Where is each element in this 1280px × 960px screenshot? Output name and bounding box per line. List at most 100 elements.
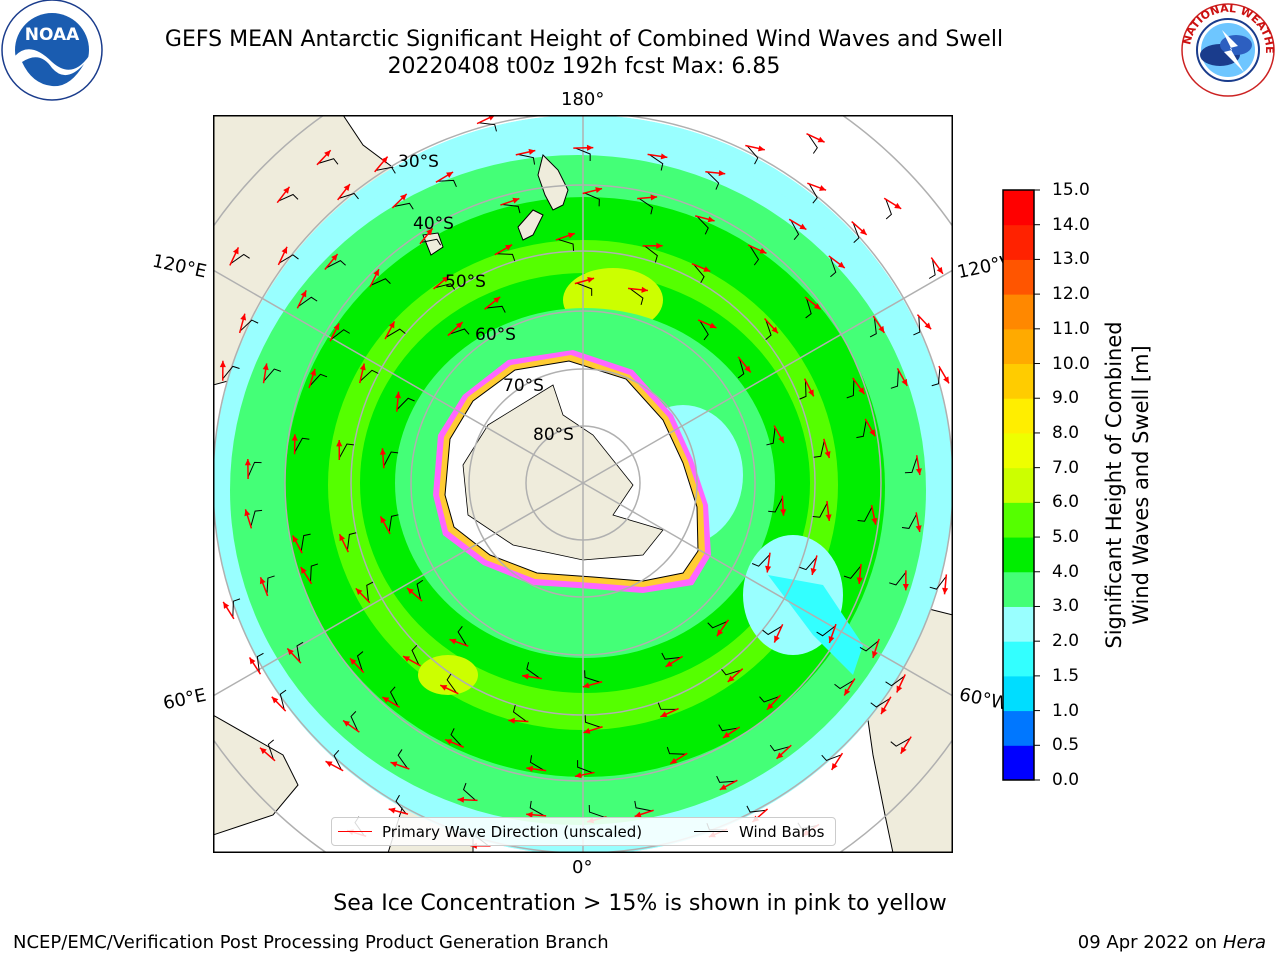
wave-arrow-head	[457, 796, 464, 803]
wind-barb	[325, 260, 346, 269]
wind-barb	[584, 670, 601, 683]
wind-barb	[375, 166, 396, 174]
wind-barb	[699, 320, 709, 341]
wave-arrow-head	[942, 587, 949, 595]
wind-barb	[718, 724, 739, 732]
wave-arrow-head	[343, 184, 350, 191]
wind-barb	[768, 497, 783, 513]
colorbar	[1001, 188, 1041, 786]
wind-barb	[309, 373, 328, 387]
wind-barb	[799, 557, 817, 571]
wind-barb	[250, 509, 263, 527]
wind-barb	[278, 254, 299, 264]
wave-arrow-head	[641, 286, 648, 293]
wind-barb	[393, 202, 414, 210]
wave-arrow-head	[310, 368, 317, 376]
wind-barb	[300, 533, 311, 552]
wind-barb	[765, 319, 772, 341]
wind-barb	[512, 705, 527, 722]
colorbar-tick-label: 3.0	[1052, 596, 1080, 617]
wave-arrow-head	[936, 266, 943, 274]
wave-arrow-head	[271, 696, 279, 704]
wave-arrow-head	[259, 747, 267, 755]
wave-arrow-head	[656, 242, 663, 249]
colorbar-segment	[1003, 745, 1034, 781]
wave-arrow-head	[300, 290, 307, 298]
wind-barb	[356, 651, 364, 672]
wave-arrow-head	[878, 325, 885, 333]
lat-label-50s: 50°S	[445, 272, 486, 292]
wind-barb	[829, 256, 837, 278]
wind-barb	[330, 329, 350, 340]
wave-arrow-head	[244, 509, 251, 517]
wave-arrow-head	[333, 323, 340, 331]
wave-arrow-head	[505, 244, 513, 251]
wind-barb	[478, 122, 497, 132]
wind-barb	[437, 179, 457, 188]
wind-barb	[588, 805, 605, 818]
wind-barb	[232, 598, 241, 618]
wind-barb	[766, 427, 776, 446]
colorbar-label-line2: Wind Waves and Swell [m]	[1129, 345, 1153, 625]
wave-arrow-head	[331, 254, 338, 261]
wave-arrow-head	[859, 228, 867, 235]
wave-arrow-head	[902, 584, 909, 591]
lon-label-upper-left: 120°E	[150, 250, 209, 283]
wave-arrow-head	[240, 313, 247, 321]
wave-arrow-head	[336, 440, 343, 447]
wind-barb	[309, 563, 319, 583]
colorbar-tick-label: 1.5	[1052, 665, 1080, 686]
wind-barb	[333, 749, 342, 771]
wind-barb	[812, 502, 828, 518]
wind-barb	[576, 282, 593, 296]
wind-barb	[808, 183, 818, 204]
wave-arrow-head	[900, 746, 907, 754]
wave-arrow-head	[825, 514, 832, 521]
wave-arrow-head	[343, 720, 350, 727]
wave-arrow-head	[526, 811, 533, 818]
colorbar-tick-label: 7.0	[1052, 457, 1080, 478]
wind-barb	[644, 245, 658, 263]
wind-barb	[759, 696, 780, 703]
noaa-logo-text: NOAA	[25, 25, 80, 45]
wave-arrow-head	[244, 458, 251, 466]
footer-branch: NCEP/EMC/Verification Post Processing Pr…	[13, 932, 609, 953]
wave-arrow-head	[778, 436, 784, 443]
wave-arrow-head	[508, 717, 515, 724]
wind-barb	[749, 245, 760, 266]
lon-label-top: 180°	[561, 89, 605, 110]
wind-barb	[859, 640, 879, 652]
colorbar-tick-label: 11.0	[1052, 318, 1090, 339]
wind-barb	[266, 575, 275, 595]
wind-barb	[821, 754, 842, 762]
wind-barb	[526, 662, 541, 679]
wave-arrow-head	[359, 363, 366, 371]
colorbar-tick-label: 0.0	[1052, 770, 1080, 790]
colorbar-segment	[1003, 467, 1034, 503]
wave-arrow-head	[583, 727, 591, 734]
wave-arrow-head	[440, 685, 448, 691]
wave-arrow-head	[894, 202, 902, 209]
wave-arrow-head	[219, 360, 226, 368]
colorbar-tick-label: 15.0	[1052, 180, 1090, 200]
wave-direction-arrows	[219, 115, 950, 849]
colorbar-segment	[1003, 328, 1034, 365]
wave-arrow-head	[871, 651, 878, 658]
colorbar-tick-label: 10.0	[1052, 353, 1090, 374]
colorbar-tick-label: 0.5	[1052, 735, 1080, 756]
wave-arrow-head	[896, 685, 903, 693]
wind-barb	[813, 440, 825, 458]
wind-barb	[230, 253, 250, 265]
wave-arrow-head	[943, 376, 949, 384]
colorbar-segment	[1003, 641, 1034, 677]
wind-barb	[389, 686, 399, 707]
wind-barb	[411, 644, 420, 666]
wave-arrow-head	[373, 269, 379, 277]
wind-barb	[928, 259, 936, 279]
wind-barb	[890, 370, 899, 389]
wave-arrow-head	[259, 577, 266, 585]
wind-barb	[746, 805, 767, 813]
colorbar-tick-label: 9.0	[1052, 388, 1080, 409]
wave-arrow-head	[446, 171, 454, 178]
wave-arrow-head	[831, 762, 838, 770]
